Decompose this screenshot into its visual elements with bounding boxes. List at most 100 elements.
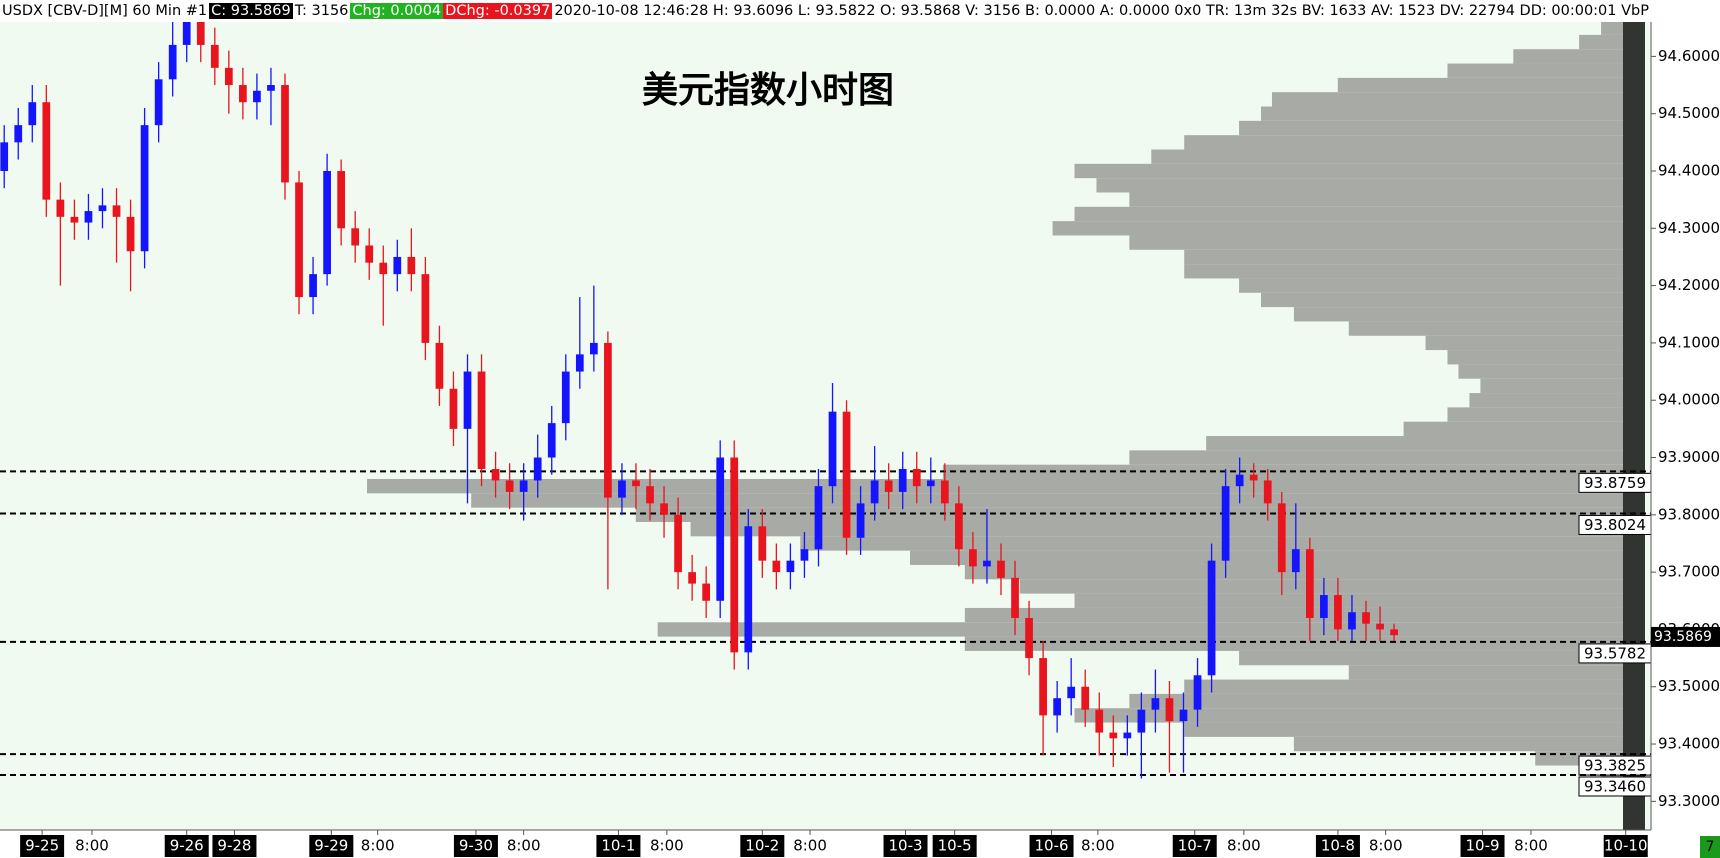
profile-bar [1019,579,1623,594]
candle-body [1053,698,1062,716]
profile-bar [1184,264,1623,279]
header-change: Chg: 0.0004 [350,3,444,19]
candle-body [126,216,135,252]
candle-body [1039,658,1047,716]
candle-body [1362,612,1370,624]
candle-body [1179,709,1188,722]
candle-body [786,560,795,573]
y-tick-label: 93.9000 [1658,448,1720,466]
candle-body [168,44,177,80]
x-tick-box [1315,835,1360,857]
candle-body [1320,595,1328,618]
candle-body [435,342,444,389]
level-label: 93.3825 [1584,757,1646,775]
x-tick-box [740,835,785,857]
profile-bar [1096,178,1623,193]
profile-bar [1239,120,1623,136]
candle-body [1165,698,1174,722]
candle-body [449,388,458,429]
candle-body [1095,709,1104,733]
candle-body [1221,486,1230,561]
y-tick-label: 94.6000 [1658,47,1720,65]
candle-body [253,90,261,103]
y-tick-label: 94.5000 [1658,104,1720,122]
candle-body [912,468,921,487]
candle-body [688,572,696,584]
candle-body [281,85,289,183]
candle-body [1277,503,1286,573]
candle-body [702,583,711,601]
candle-body [407,256,416,275]
profile-bar [1129,450,1623,465]
x-tick-box [1029,835,1074,857]
profile-bar [1261,106,1623,121]
candle-body [547,423,556,458]
y-tick-label: 93.7000 [1658,563,1720,581]
profile-bar [909,550,1623,565]
candle-body [660,503,668,515]
candle-body [1263,480,1272,504]
x-tick-box [596,835,641,857]
x-tick-label: 10-6 [1035,837,1069,855]
profile-bar [471,493,1623,508]
profile-bar [1074,206,1623,222]
candle-body [337,170,346,229]
candle-body [589,342,598,355]
y-tick-label: 93.4000 [1658,735,1720,753]
profile-bar [1184,135,1623,150]
profile-bar [635,507,1623,522]
x-tick-label: 10-5 [938,837,972,855]
level-label: 93.8759 [1584,474,1646,492]
profile-bar [1403,421,1623,437]
candle-body [632,480,640,487]
profile-bar [1129,235,1623,250]
candle-body [1291,549,1300,573]
candle-body [969,549,977,567]
x-tick-box [1603,835,1648,857]
last-price-box [1651,626,1720,647]
profile-bar [1447,407,1623,422]
candle-body [926,480,935,487]
x-tick-box [20,835,65,857]
last-price-label: 93.5869 [1654,629,1712,645]
chart-title: 美元指数小时图 [642,69,894,111]
candle-body [0,142,9,171]
x-tick-label: 8:00 [361,837,395,855]
profile-bar [1458,364,1623,379]
x-tick-label: 10-8 [1321,837,1355,855]
level-label: 93.8024 [1584,516,1646,534]
y-tick-label: 94.3000 [1658,219,1720,237]
x-tick-box [932,835,977,857]
corner-box [1700,836,1720,858]
candle-body [379,262,388,275]
candle-body [182,22,191,45]
x-tick-box [1460,835,1505,857]
candle-body [365,245,374,263]
candle-body [477,371,486,469]
x-tick-label: 10-9 [1466,837,1500,855]
y-tick-label: 94.2000 [1658,276,1720,294]
x-tick-label: 9-28 [217,837,251,855]
candle-body [575,354,584,372]
profile-bar [367,479,1623,494]
candle-body [716,457,725,601]
candle-body [393,256,402,275]
profile-edge [1623,22,1645,830]
candle-body [898,468,907,492]
candle-body [154,79,163,126]
candle-body [56,199,65,217]
candle-body [604,342,612,498]
candle-body [463,371,472,429]
candle-body [884,480,893,492]
candle-body [856,503,865,538]
profile-bar [1206,436,1623,451]
candle-body [1207,560,1216,676]
candle-body [28,102,37,126]
x-tick-label: 9-29 [314,837,348,855]
candle-body [1151,698,1160,710]
profile-bar [1129,693,1623,709]
candle-body [800,549,809,561]
candle-body [98,205,107,212]
header-symbol: USDX [CBV-D][M] 60 Min #1 [2,3,208,19]
